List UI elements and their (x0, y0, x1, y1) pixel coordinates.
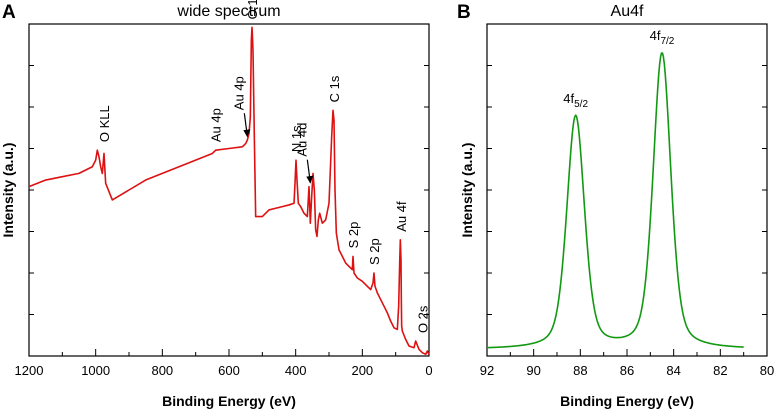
x-tick-label: 82 (713, 363, 727, 378)
peak-label: Au 4d (294, 123, 309, 157)
x-tick-label: 200 (351, 363, 373, 378)
panel-b-plot-area (486, 52, 744, 349)
x-tick-label: 90 (526, 363, 540, 378)
panel-a-x-axis-label: Binding Energy (eV) (162, 393, 296, 409)
peak-label: S 2p (346, 222, 361, 249)
peak-arrow-head (243, 129, 251, 138)
x-tick-label: 88 (573, 363, 587, 378)
series-line (486, 52, 744, 349)
peak-label: S 2p (367, 238, 382, 265)
x-tick-label: 0 (425, 363, 432, 378)
panel-a-plot-frame (28, 23, 430, 357)
x-tick-label: 1200 (15, 363, 44, 378)
series-line (28, 26, 430, 356)
panel-a-x-ticks: 1200 1000 800 600 400 200 0 (15, 65, 433, 378)
peak-label: O 2s (415, 305, 430, 333)
panel-a: A wide spectrum 1200 1000 800 600 400 200 0 O … (0, 0, 433, 409)
panel-a-y-axis-label: Intensity (a.u.) (0, 143, 16, 238)
panel-b-annotations: 4f5/2 4f7/2 (563, 28, 675, 110)
peak-arrow-head (306, 175, 314, 184)
panel-b-y-axis-label: Intensity (a.u.) (459, 143, 475, 238)
panel-a-title: wide spectrum (176, 3, 280, 20)
x-tick-label: 1000 (81, 363, 110, 378)
panel-b-x-ticks: 92 90 88 86 84 82 80 (480, 65, 774, 378)
peak-label: C 1s (327, 75, 342, 102)
peak-label-subscript: 5/2 (574, 99, 588, 110)
x-tick-label: 84 (666, 363, 680, 378)
panel-letter-b: B (457, 2, 471, 23)
panel-b-x-axis-label: Binding Energy (eV) (560, 393, 694, 409)
x-tick-label: 800 (151, 363, 173, 378)
x-tick-label: 80 (760, 363, 774, 378)
peak-label: 4f7/2 (650, 28, 675, 47)
panel-a-plot-area (28, 26, 430, 356)
peak-label: O KLL (97, 105, 112, 142)
peak-label: N 1s (289, 125, 304, 152)
peak-label: Au 4p (231, 76, 246, 110)
peak-label: O 1s (245, 0, 260, 19)
x-tick-label: 600 (218, 363, 240, 378)
peak-label: Au 4p (209, 108, 224, 142)
x-tick-label: 92 (480, 363, 494, 378)
panel-b-plot-frame (486, 23, 768, 357)
peak-label: Au 4f (394, 201, 409, 232)
panel-letter-a: A (2, 2, 16, 23)
peak-label-subscript: 7/2 (660, 36, 674, 47)
panel-b: B Au4f 92 90 88 86 84 82 80 4f5/2 4f7/2 Binding… (457, 2, 774, 409)
x-tick-label: 86 (620, 363, 634, 378)
peak-label: 4f5/2 (563, 91, 588, 110)
x-tick-label: 400 (285, 363, 307, 378)
panel-b-title: Au4f (611, 3, 644, 20)
